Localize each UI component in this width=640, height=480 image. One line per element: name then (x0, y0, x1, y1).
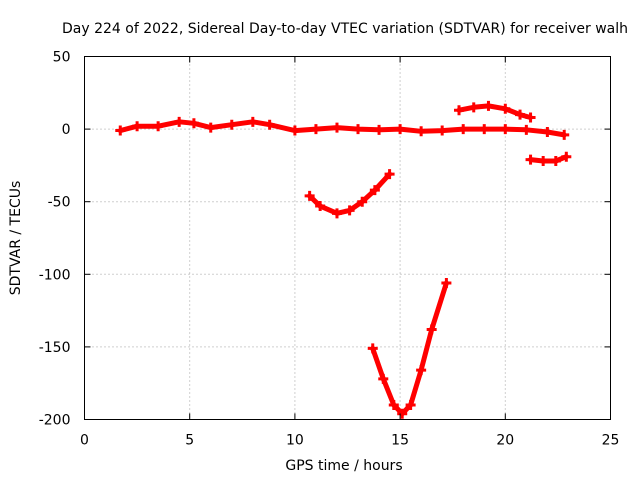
data-point (331, 208, 342, 219)
y-tick-label: -200 (39, 413, 71, 429)
data-point (310, 124, 321, 135)
data-point (542, 127, 553, 138)
grid (84, 56, 611, 420)
data-point (437, 125, 448, 136)
data-point (388, 399, 399, 410)
data-layer (115, 100, 572, 419)
data-point (458, 124, 469, 135)
data-point (384, 169, 395, 180)
series-line (117, 119, 567, 138)
x-axis-label: GPS time / hours (285, 458, 402, 474)
data-point (378, 373, 389, 384)
data-point (374, 124, 385, 135)
plot-frame (84, 56, 611, 420)
series-line (370, 280, 449, 417)
y-tick-label: 0 (62, 122, 71, 138)
y-tick-label: -50 (48, 195, 71, 211)
data-point (357, 196, 368, 207)
series-arc-5 (525, 151, 572, 167)
data-point (174, 116, 185, 127)
data-point (153, 121, 164, 132)
y-tick-label: -150 (39, 340, 71, 356)
data-point (550, 156, 561, 167)
data-point (405, 399, 416, 410)
data-point (304, 190, 315, 201)
data-point (500, 103, 511, 114)
data-point (397, 408, 408, 419)
data-point (483, 100, 494, 111)
data-point (247, 116, 258, 127)
x-tick-label: 15 (391, 433, 409, 449)
data-point (515, 109, 526, 120)
x-tick-label: 20 (496, 433, 514, 449)
data-point (416, 126, 427, 137)
data-point (500, 124, 511, 135)
y-axis-label: SDTVAR / TECUs (8, 181, 24, 296)
data-point (395, 124, 406, 135)
data-point (416, 365, 427, 376)
data-point (426, 324, 437, 335)
series-arc-3 (367, 278, 452, 419)
data-point (264, 119, 275, 130)
data-point (521, 124, 532, 135)
data-point (479, 124, 490, 135)
data-point (331, 122, 342, 133)
data-point (226, 119, 237, 130)
data-point (525, 112, 536, 123)
x-tick-label: 25 (602, 433, 620, 449)
data-point (454, 105, 465, 116)
data-point (289, 125, 300, 136)
data-point (132, 121, 143, 132)
data-point (205, 122, 216, 133)
data-point (344, 205, 355, 216)
data-point (468, 102, 479, 113)
chart-title: Day 224 of 2022, Sidereal Day-to-day VTE… (62, 21, 628, 37)
data-point (561, 151, 572, 162)
series-arc-4 (454, 100, 536, 123)
series-line (528, 154, 569, 164)
x-tick-label: 5 (185, 433, 194, 449)
data-point (367, 343, 378, 354)
data-point (441, 278, 452, 289)
y-tick-label: -100 (39, 267, 71, 283)
data-point (353, 124, 364, 135)
series-arc-2 (304, 169, 395, 219)
data-point (115, 125, 126, 136)
x-tick-label: 0 (80, 433, 89, 449)
axis-ticks: 0 5 10 15 20 25 50 0 -50 -100 -150 -200 (39, 50, 620, 449)
data-point (188, 118, 199, 129)
series-arc-1 (115, 116, 570, 140)
data-point (559, 129, 570, 140)
data-point (369, 185, 380, 196)
x-tick-label: 10 (286, 433, 304, 449)
data-point (315, 201, 326, 212)
y-tick-label: 50 (53, 50, 71, 66)
data-point (525, 154, 536, 165)
data-point (538, 156, 549, 167)
